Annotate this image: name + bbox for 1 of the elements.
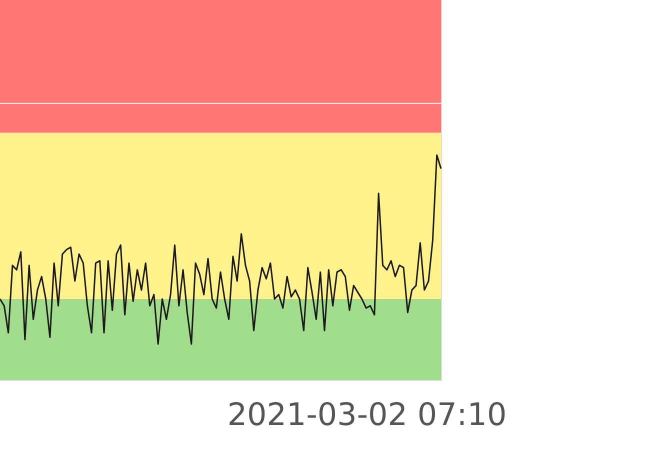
text: 2021-03-02 07:10: [227, 397, 507, 433]
